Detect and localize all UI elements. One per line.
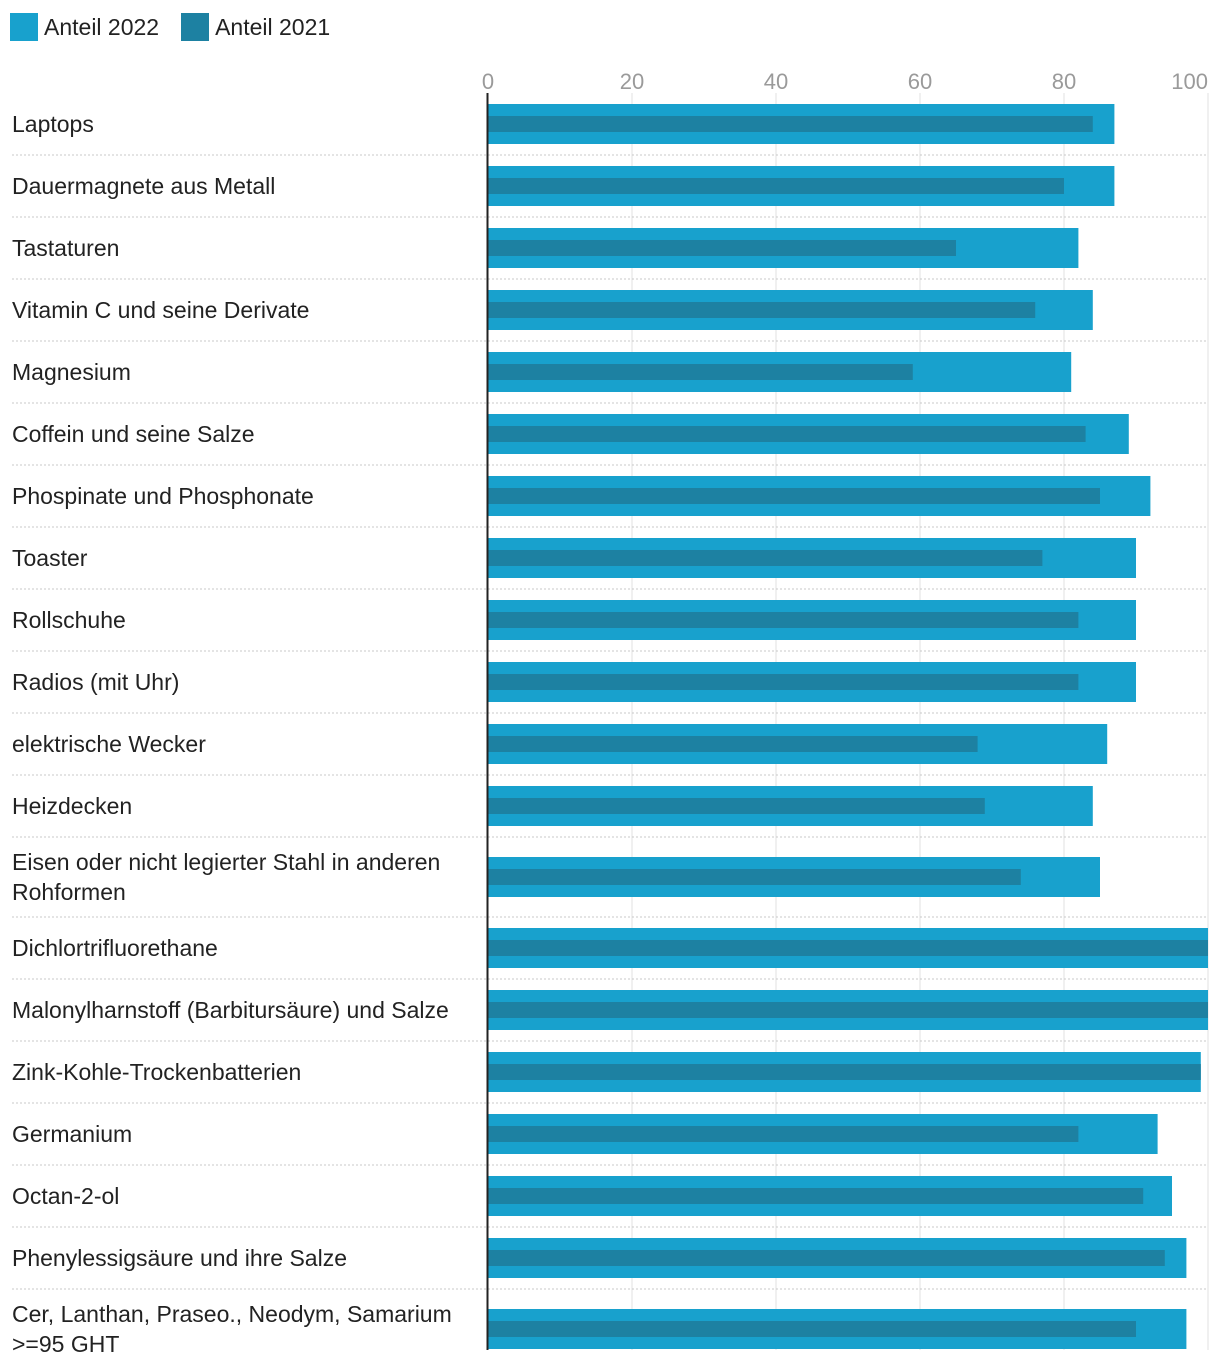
category-label-12-line-0: Eisen oder nicht legierter Stahl in ande… — [12, 849, 440, 875]
bar-2021-12 — [488, 869, 1021, 885]
x-tick-label-80: 80 — [1052, 69, 1076, 94]
legend-swatch-2022 — [10, 13, 38, 41]
category-label-13: Dichlortrifluorethane — [12, 935, 218, 961]
x-tick-label-20: 20 — [620, 69, 644, 94]
category-label-11: Heizdecken — [12, 793, 132, 819]
category-label-5: Coffein und seine Salze — [12, 421, 255, 447]
category-label-9: Radios (mit Uhr) — [12, 669, 179, 695]
category-label-8: Rollschuhe — [12, 607, 126, 633]
legend-swatch-2021 — [181, 13, 210, 41]
category-label-19-line-0: Cer, Lanthan, Praseo., Neodym, Samarium — [12, 1301, 452, 1327]
category-label-3: Vitamin C und seine Derivate — [12, 297, 309, 323]
bar-2021-6 — [488, 488, 1100, 504]
category-label-17: Octan-2-ol — [12, 1183, 119, 1209]
x-tick-label-0: 0 — [482, 69, 494, 94]
bar-2021-9 — [488, 674, 1079, 690]
category-label-4: Magnesium — [12, 359, 131, 385]
category-label-14: Malonylharnstoff (Barbitursäure) und Sal… — [12, 997, 449, 1023]
bar-2021-17 — [488, 1188, 1144, 1204]
category-label-15: Zink-Kohle-Trockenbatterien — [12, 1059, 301, 1085]
bar-2021-14 — [488, 1002, 1208, 1018]
x-axis-ticks: 0 20 40 60 80 100 — [482, 69, 1208, 94]
bar-2021-13 — [488, 940, 1208, 956]
category-labels: Laptops Dauermagnete aus Metall Tastaturen… — [12, 111, 452, 1357]
category-label-1: Dauermagnete aus Metall — [12, 173, 275, 199]
legend-label-2022: Anteil 2022 — [44, 13, 160, 40]
category-label-16: Germanium — [12, 1121, 132, 1147]
category-label-12-line-1: Rohformen — [12, 879, 126, 905]
x-tick-label-60: 60 — [908, 69, 932, 94]
category-label-0: Laptops — [12, 111, 94, 137]
category-label-19-line-1: >=95 GHT — [12, 1331, 119, 1357]
x-tick-label-40: 40 — [764, 69, 788, 94]
legend-item-2022[interactable]: Anteil 2022 — [10, 13, 159, 41]
bar-2021-18 — [488, 1250, 1165, 1266]
x-tick-label-100: 100 — [1171, 69, 1208, 94]
bar-2021-0 — [488, 116, 1093, 132]
legend-item-2021[interactable]: Anteil 2021 — [181, 13, 330, 41]
bar-2021-10 — [488, 736, 978, 752]
bar-2021-3 — [488, 302, 1036, 318]
bars — [488, 104, 1208, 1349]
gridlines — [631, 93, 1209, 1350]
legend: Anteil 2022 Anteil 2021 — [10, 12, 352, 42]
bar-2021-19 — [488, 1321, 1136, 1337]
legend-label-2021: Anteil 2021 — [215, 13, 331, 40]
category-label-7: Toaster — [12, 545, 88, 571]
bar-2021-1 — [488, 178, 1064, 194]
category-label-10: elektrische Wecker — [12, 731, 206, 757]
category-label-6: Phospinate und Phosphonate — [12, 483, 314, 509]
bar-2021-8 — [488, 612, 1079, 628]
bar-2021-15 — [488, 1064, 1201, 1080]
bar-2021-2 — [488, 240, 956, 256]
bar-2021-4 — [488, 364, 913, 380]
bar-2021-16 — [488, 1126, 1079, 1142]
bar-2021-7 — [488, 550, 1043, 566]
bar-2021-11 — [488, 798, 985, 814]
bar-2021-5 — [488, 426, 1086, 442]
row-separators — [12, 154, 1208, 1290]
category-label-2: Tastaturen — [12, 235, 119, 261]
category-label-18: Phenylessigsäure und ihre Salze — [12, 1245, 347, 1271]
